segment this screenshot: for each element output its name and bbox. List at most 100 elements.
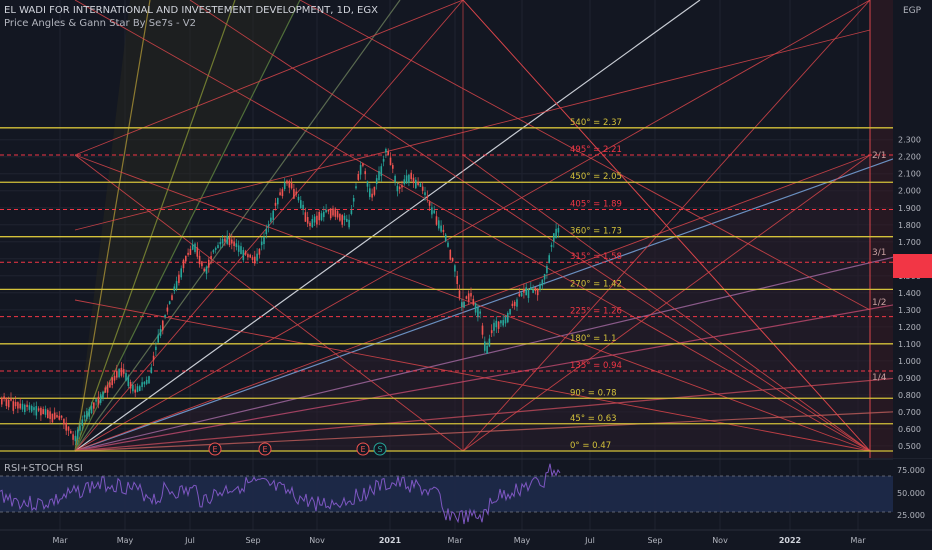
candle-body (323, 211, 325, 218)
candle-body (28, 405, 31, 410)
candle-body (26, 404, 28, 408)
candle-body (428, 201, 431, 206)
split-marker[interactable] (373, 442, 387, 456)
candle-body (226, 235, 228, 244)
candle-body (336, 211, 339, 218)
candle-body (401, 185, 403, 188)
last-price-marker[interactable] (893, 254, 932, 278)
candle-body (240, 246, 242, 255)
gann-fan-label: 3/1 (872, 248, 886, 258)
candle-body (37, 408, 40, 411)
candle-body (249, 254, 251, 258)
candle-body (382, 159, 385, 162)
candle-body (534, 287, 537, 292)
candle-body (539, 284, 541, 290)
gann-fan-line (74, 0, 401, 452)
price-tick-label: 2.100 (898, 170, 921, 179)
candle-body (116, 370, 118, 378)
candle-body (433, 210, 435, 214)
gann-fan-label: 2/1 (872, 151, 886, 161)
event-marker-label: E (212, 445, 217, 454)
candle-body (408, 174, 410, 183)
candle-body (219, 242, 222, 245)
price-tick-label: 1.700 (898, 238, 921, 247)
candle-body (56, 415, 58, 418)
candle-body (97, 396, 100, 405)
candle-body (286, 180, 288, 184)
candle-body (313, 216, 316, 223)
price-tick-label: 1.400 (898, 289, 921, 298)
candle-body (173, 286, 176, 291)
time-tick-label: Nov (712, 536, 728, 545)
candle-body (438, 220, 440, 229)
candle-body (398, 186, 401, 190)
price-tick-label: 0.800 (898, 391, 921, 400)
candle-body (49, 411, 51, 419)
candle-body (198, 255, 201, 265)
candle-body (405, 175, 408, 184)
candle-body (440, 225, 442, 232)
rsi-axis-bg (893, 459, 932, 530)
indicator-title[interactable]: Price Angles & Gann Star By Se7s - V2 (4, 18, 197, 29)
rsi-title[interactable]: RSI+STOCH RSI (4, 463, 83, 474)
gann-fan-line (74, 0, 701, 452)
candle-body (35, 406, 38, 416)
gann-level-label: 540° = 2.37 (570, 118, 622, 128)
candle-body (553, 233, 555, 242)
candle-body (90, 405, 93, 414)
candle-body (187, 252, 189, 255)
candle-body (233, 241, 235, 246)
candle-body (164, 315, 166, 318)
candle-body (279, 192, 281, 196)
candle-body (484, 341, 486, 351)
candle-body (472, 298, 475, 305)
candle-body (42, 409, 44, 414)
gann-level-labels: 0° = 0.47 45° = 0.63 90° = 0.78 135° = 0.94… (570, 118, 622, 451)
candle-body (355, 186, 357, 189)
candle-body (359, 165, 362, 175)
candle-body (60, 415, 63, 418)
candle-body (461, 302, 463, 307)
candle-body (288, 180, 291, 188)
gann-fan-line (74, 144, 932, 452)
candle-body (463, 301, 465, 308)
candle-body (458, 290, 461, 298)
gann-level-label: 135° = 0.94 (570, 361, 622, 371)
earnings-marker[interactable] (258, 442, 272, 456)
candle-body (297, 196, 300, 201)
candle-body (235, 243, 238, 247)
candle-body (442, 229, 445, 232)
gann-level-label: 45° = 0.63 (570, 414, 617, 424)
symbol-title[interactable]: EL WADI FOR INTERNATIONAL AND INVESTEMEN… (4, 5, 378, 16)
candle-body (221, 238, 224, 244)
price-axis-bg[interactable] (893, 0, 932, 458)
candle-body (295, 191, 297, 195)
candle-body (81, 419, 84, 426)
candle-body (159, 328, 162, 336)
candle-body (334, 208, 337, 217)
candle-body (527, 289, 530, 298)
candle-body (509, 308, 511, 315)
candle-body (143, 381, 146, 385)
earnings-marker[interactable] (208, 442, 222, 456)
candle-body (256, 253, 258, 261)
candle-body (99, 394, 102, 403)
rsi-pane: 75.000 50.000 25.000 (0, 458, 932, 530)
candle-body (134, 389, 136, 393)
candle-body (277, 198, 279, 205)
candle-body (470, 293, 472, 297)
earnings-marker[interactable] (356, 442, 370, 456)
candle-body (127, 376, 130, 387)
candle-body (191, 244, 194, 250)
candle-body (104, 387, 107, 393)
gann-level-label: 180° = 1.1 (570, 334, 617, 344)
candle-body (320, 213, 323, 221)
candle-body (267, 224, 270, 227)
candle-body (231, 239, 233, 244)
gann-level-label: 315° = 1.58 (570, 252, 622, 262)
candle-body (178, 274, 180, 283)
candle-body (72, 434, 74, 440)
gann-fan-label: 1/2 (872, 298, 886, 308)
